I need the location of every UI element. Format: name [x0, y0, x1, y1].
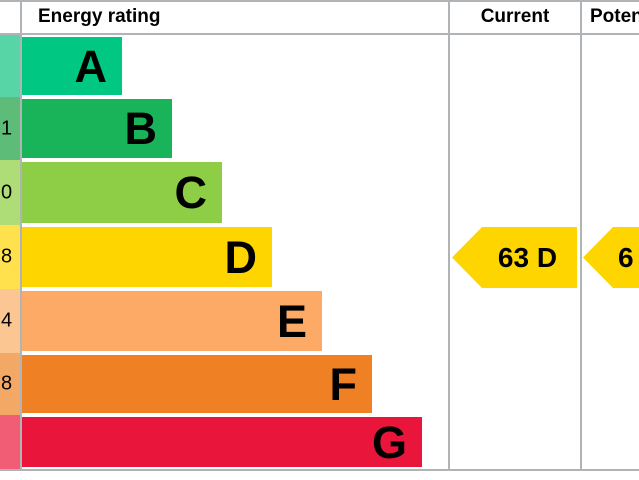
score-cell-f: 8 [0, 353, 20, 415]
score-column-divider [20, 0, 22, 471]
band-rows: A 1 B 0 C 8 D [0, 35, 639, 469]
score-fragment-d: 8 [1, 245, 13, 268]
score-cell-e: 4 [0, 289, 20, 353]
current-column-header: Current [480, 6, 550, 27]
band-row-d: 8 D [0, 225, 639, 289]
band-letter-f: F [329, 358, 358, 410]
potential-column-divider [580, 0, 582, 471]
band-bar-e: E [22, 291, 322, 351]
score-fragment-b: 1 [1, 117, 13, 139]
band-letter-e: E [276, 295, 307, 347]
current-rating-value: 63 D [497, 241, 558, 273]
band-letter-d: D [224, 231, 258, 283]
score-cell-d: 8 [0, 225, 20, 289]
score-fragment-e: 4 [1, 309, 13, 332]
top-border-line [0, 0, 639, 2]
band-row-b: 1 B [0, 97, 639, 160]
score-cell-c: 0 [0, 160, 20, 225]
score-fragment-c: 0 [1, 181, 13, 203]
band-bar-a: A [22, 37, 122, 95]
score-cell-g [0, 415, 20, 469]
score-cell-b: 1 [0, 97, 20, 160]
band-row-g: G [0, 415, 639, 469]
band-bar-f: F [22, 355, 372, 413]
header-divider-line [0, 33, 639, 35]
energy-rating-column-header: Energy rating [38, 6, 161, 27]
band-letter-c: C [174, 167, 208, 218]
bottom-border-line [0, 469, 639, 471]
band-letter-b: B [124, 103, 158, 154]
band-bar-c: C [22, 162, 222, 223]
band-row-c: 0 C [0, 160, 639, 225]
score-fragment-f: 8 [1, 372, 13, 395]
score-cell-a [0, 35, 20, 97]
band-row-f: 8 F [0, 353, 639, 415]
potential-rating-value: 6 [618, 241, 634, 273]
band-bar-g: G [22, 417, 422, 467]
potential-column-header: Potential [590, 6, 639, 27]
current-rating-arrow: 63 D [452, 227, 577, 288]
current-column-divider [448, 0, 450, 471]
band-row-a: A [0, 35, 639, 97]
band-letter-g: G [371, 416, 407, 468]
band-row-e: 4 E [0, 289, 639, 353]
band-letter-a: A [74, 40, 108, 92]
band-bar-d: D [22, 227, 272, 287]
band-bar-b: B [22, 99, 172, 158]
